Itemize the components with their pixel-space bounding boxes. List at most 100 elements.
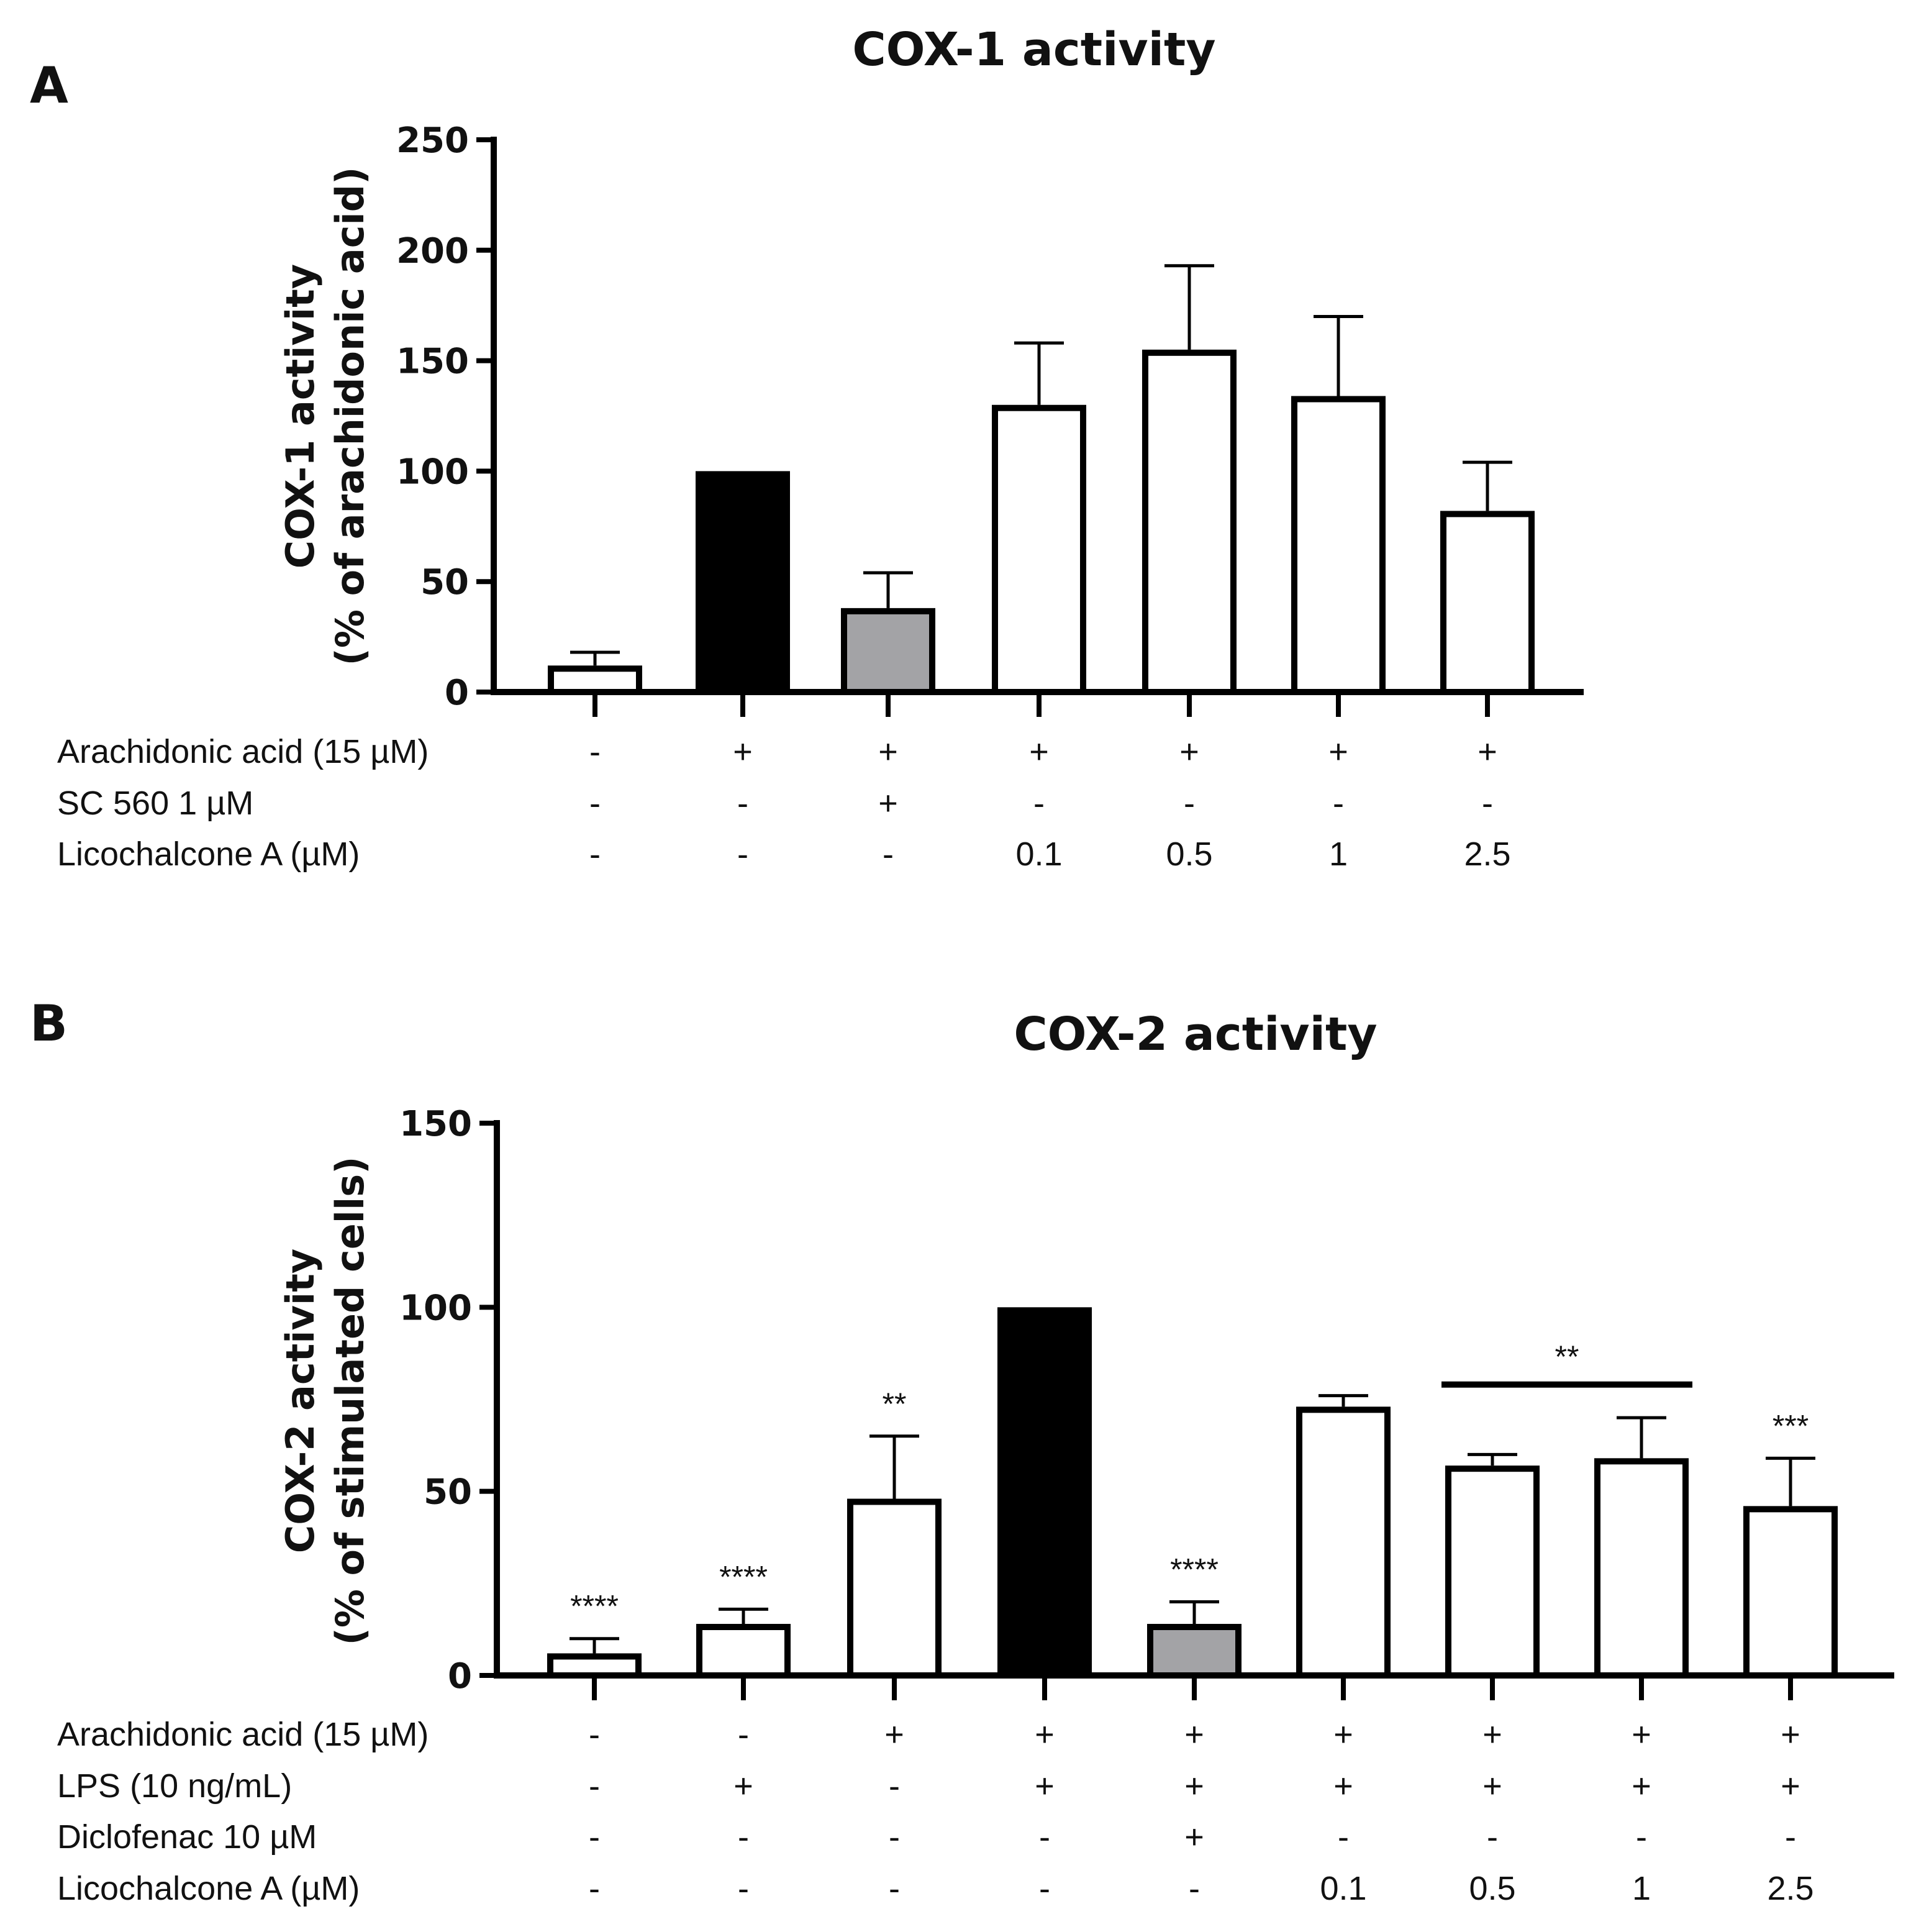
panel-a-condition-2-1: -	[737, 836, 748, 873]
panel-a-bar-2	[841, 608, 935, 696]
panel-b-bar-4	[1147, 1624, 1241, 1679]
panel-b-condition-1-1: +	[733, 1767, 753, 1805]
panel-b-condition-label-0: Arachidonic acid (15 µM)	[57, 1716, 429, 1753]
panel-b-condition-0-1: -	[738, 1716, 749, 1753]
panel-a-condition-2-4: 0.5	[1166, 836, 1212, 873]
panel-a-ytick-label-4: 200	[396, 231, 469, 271]
panel-b-condition-1-3: +	[1035, 1767, 1055, 1805]
panel-b-condition-2-6: -	[1487, 1818, 1498, 1856]
panel-b-title: COX-2 activity	[1014, 1008, 1377, 1061]
panel-b-ytick-label-2: 100	[399, 1288, 472, 1328]
panel-a-ylabel: COX-1 activity	[278, 264, 323, 568]
panel-b-condition-1-4: +	[1184, 1767, 1204, 1805]
panel-b-bracket-label: **	[1555, 1339, 1579, 1374]
panel-b-condition-0-2: +	[884, 1716, 904, 1753]
panel-a-ytick-label-5: 250	[396, 121, 469, 161]
panel-a-condition-2-6: 2.5	[1464, 836, 1510, 873]
panel-b-condition-3-4: -	[1189, 1870, 1200, 1907]
panel-b-condition-1-8: +	[1781, 1767, 1800, 1805]
panel-a-condition-0-4: +	[1179, 733, 1199, 770]
panel-b-condition-1-6: +	[1482, 1767, 1502, 1805]
panel-a-bar-4	[1142, 349, 1237, 695]
panel-a-condition-0-3: +	[1029, 733, 1049, 770]
panel-b-condition-3-2: -	[889, 1870, 900, 1907]
panel-b-ylabel-unit: (% of stimulated cells)	[327, 1156, 373, 1645]
panel-b-condition-0-5: +	[1333, 1716, 1353, 1753]
panel-b-condition-3-7: 1	[1632, 1870, 1651, 1907]
panel-b-condition-2-3: -	[1039, 1818, 1050, 1856]
panel-b-bar-1	[696, 1624, 791, 1679]
panel-b-significance-0: ****	[570, 1589, 619, 1624]
panel-b-condition-2-0: -	[589, 1818, 600, 1856]
panel-b-condition-0-8: +	[1781, 1716, 1800, 1753]
panel-a-condition-1-0: -	[589, 785, 601, 822]
panel-b-condition-0-0: -	[589, 1716, 600, 1753]
panel-b-letter: B	[30, 995, 68, 1052]
panel-b-bar-5	[1296, 1406, 1391, 1679]
panel-b-ytick-label-0: 0	[448, 1656, 472, 1697]
panel-b-condition-1-7: +	[1632, 1767, 1651, 1805]
panel-a-condition-0-5: +	[1328, 733, 1348, 770]
panel-b-condition-1-2: -	[889, 1767, 900, 1805]
panel-a-bar-3	[992, 404, 1086, 695]
panel-b-bar-2	[847, 1498, 942, 1679]
panel-a-condition-2-3: 0.1	[1015, 836, 1062, 873]
panel-a-letter: A	[30, 57, 68, 114]
panel-b-condition-0-3: +	[1035, 1716, 1055, 1753]
panel-b-bar-3	[997, 1307, 1092, 1675]
panel-b-ytick-label-1: 50	[424, 1472, 472, 1513]
panel-b-significance-2: **	[883, 1387, 907, 1421]
panel-a-bar-1	[696, 471, 790, 692]
panel-a-ytick-label-3: 150	[396, 342, 469, 382]
panel-b-condition-0-6: +	[1482, 1716, 1502, 1753]
panel-a-condition-0-6: +	[1478, 733, 1497, 770]
panel-a-condition-0-1: +	[733, 733, 753, 770]
panel-b-condition-1-0: -	[589, 1767, 600, 1805]
panel-b-significance-4: ****	[1170, 1552, 1219, 1587]
panel-a-condition-label-2: Licochalcone A (µM)	[57, 836, 360, 873]
panel-a-condition-2-2: -	[883, 836, 894, 873]
panel-a-condition-1-1: -	[737, 785, 748, 822]
panel-a-ytick-label-0: 0	[445, 673, 469, 713]
panel-b-condition-2-2: -	[889, 1818, 900, 1856]
panel-b-condition-label-1: LPS (10 ng/mL)	[57, 1767, 292, 1805]
panel-b-condition-3-1: -	[738, 1870, 749, 1907]
panel-a-condition-label-1: SC 560 1 µM	[57, 785, 253, 822]
panel-a-condition-label-0: Arachidonic acid (15 µM)	[57, 733, 429, 770]
panel-b-condition-2-4: +	[1184, 1818, 1204, 1856]
panel-b-condition-2-8: -	[1785, 1818, 1796, 1856]
panel-a-condition-1-4: -	[1184, 785, 1195, 822]
panel-a-ytick-label-1: 50	[420, 562, 469, 603]
panel-a-condition-2-0: -	[589, 836, 601, 873]
panel-a-condition-0-0: -	[589, 733, 601, 770]
panel-b-condition-3-0: -	[589, 1870, 600, 1907]
panel-b-condition-3-6: 0.5	[1469, 1870, 1515, 1907]
panel-a-condition-2-5: 1	[1329, 836, 1348, 873]
panel-a-ylabel-unit: (% of arachidonic acid)	[327, 167, 373, 666]
panel-b-bar-6	[1445, 1465, 1540, 1679]
panel-a-condition-1-3: -	[1033, 785, 1045, 822]
panel-b-significance-8: ***	[1773, 1408, 1809, 1443]
panel-b-condition-2-1: -	[738, 1818, 749, 1856]
panel-b-condition-0-4: +	[1184, 1716, 1204, 1753]
panel-b-bar-8	[1743, 1506, 1838, 1679]
panel-a-condition-1-2: +	[878, 785, 898, 822]
panel-b-condition-3-8: 2.5	[1767, 1870, 1813, 1907]
panel-a-bar-6	[1440, 511, 1535, 696]
panel-b-condition-3-5: 0.1	[1320, 1870, 1366, 1907]
panel-b-condition-1-5: +	[1333, 1767, 1353, 1805]
panel-b-condition-label-2: Diclofenac 10 µM	[57, 1818, 317, 1856]
panel-a-title: COX-1 activity	[852, 23, 1215, 76]
panel-a-condition-1-6: -	[1482, 785, 1493, 822]
panel-a-bar-5	[1291, 396, 1386, 695]
panel-a-bar-0	[548, 665, 642, 696]
panel-b-ytick-label-3: 150	[399, 1104, 472, 1144]
panel-b-condition-2-5: -	[1338, 1818, 1349, 1856]
panel-b-bar-7	[1594, 1458, 1689, 1679]
panel-b-condition-label-3: Licochalcone A (µM)	[57, 1870, 360, 1907]
panel-b-ylabel: COX-2 activity	[278, 1249, 323, 1553]
panel-a-condition-0-2: +	[878, 733, 898, 770]
panel-b-condition-3-3: -	[1039, 1870, 1050, 1907]
panel-b-significance-1: ****	[719, 1559, 768, 1594]
